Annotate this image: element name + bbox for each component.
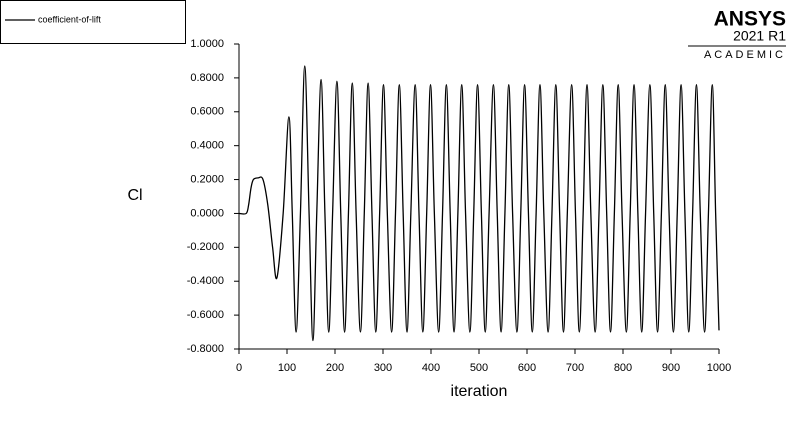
x-tick-label: 200 bbox=[326, 362, 344, 374]
y-tick-label: -0.4000 bbox=[187, 275, 224, 287]
y-tick-label: -0.8000 bbox=[187, 343, 224, 355]
brand-version: 2021 R1 bbox=[733, 28, 786, 44]
x-tick-label: 600 bbox=[518, 362, 536, 374]
legend-box bbox=[0, 0, 186, 44]
x-tick-label: 300 bbox=[374, 362, 392, 374]
series-line bbox=[238, 65, 720, 342]
y-axis-label: Cl bbox=[127, 187, 142, 204]
y-tick-label: -0.2000 bbox=[187, 241, 224, 253]
x-tick-label: 0 bbox=[236, 362, 242, 374]
x-tick-label: 900 bbox=[662, 362, 680, 374]
y-tick-label: 0.8000 bbox=[190, 72, 224, 84]
x-tick-label: 800 bbox=[614, 362, 632, 374]
y-tick-label: 0.2000 bbox=[190, 173, 224, 185]
y-tick-label: 0.0000 bbox=[190, 207, 224, 219]
y-tick-label: 1.0000 bbox=[190, 38, 224, 50]
y-tick-label: 0.6000 bbox=[190, 106, 224, 118]
legend-label: coefficient-of-lift bbox=[38, 14, 101, 24]
x-tick-label: 700 bbox=[566, 362, 584, 374]
x-tick-label: 400 bbox=[422, 362, 440, 374]
y-tick-label: -0.6000 bbox=[187, 309, 224, 321]
brand-edition: ACADEMIC bbox=[704, 49, 786, 61]
y-tick-label: 0.4000 bbox=[190, 140, 224, 152]
x-tick-label: 500 bbox=[470, 362, 488, 374]
brand-name: ANSYS bbox=[714, 8, 786, 31]
x-axis-label: iteration bbox=[451, 383, 508, 400]
x-tick-label: 100 bbox=[278, 362, 296, 374]
x-tick-label: 1000 bbox=[707, 362, 731, 374]
